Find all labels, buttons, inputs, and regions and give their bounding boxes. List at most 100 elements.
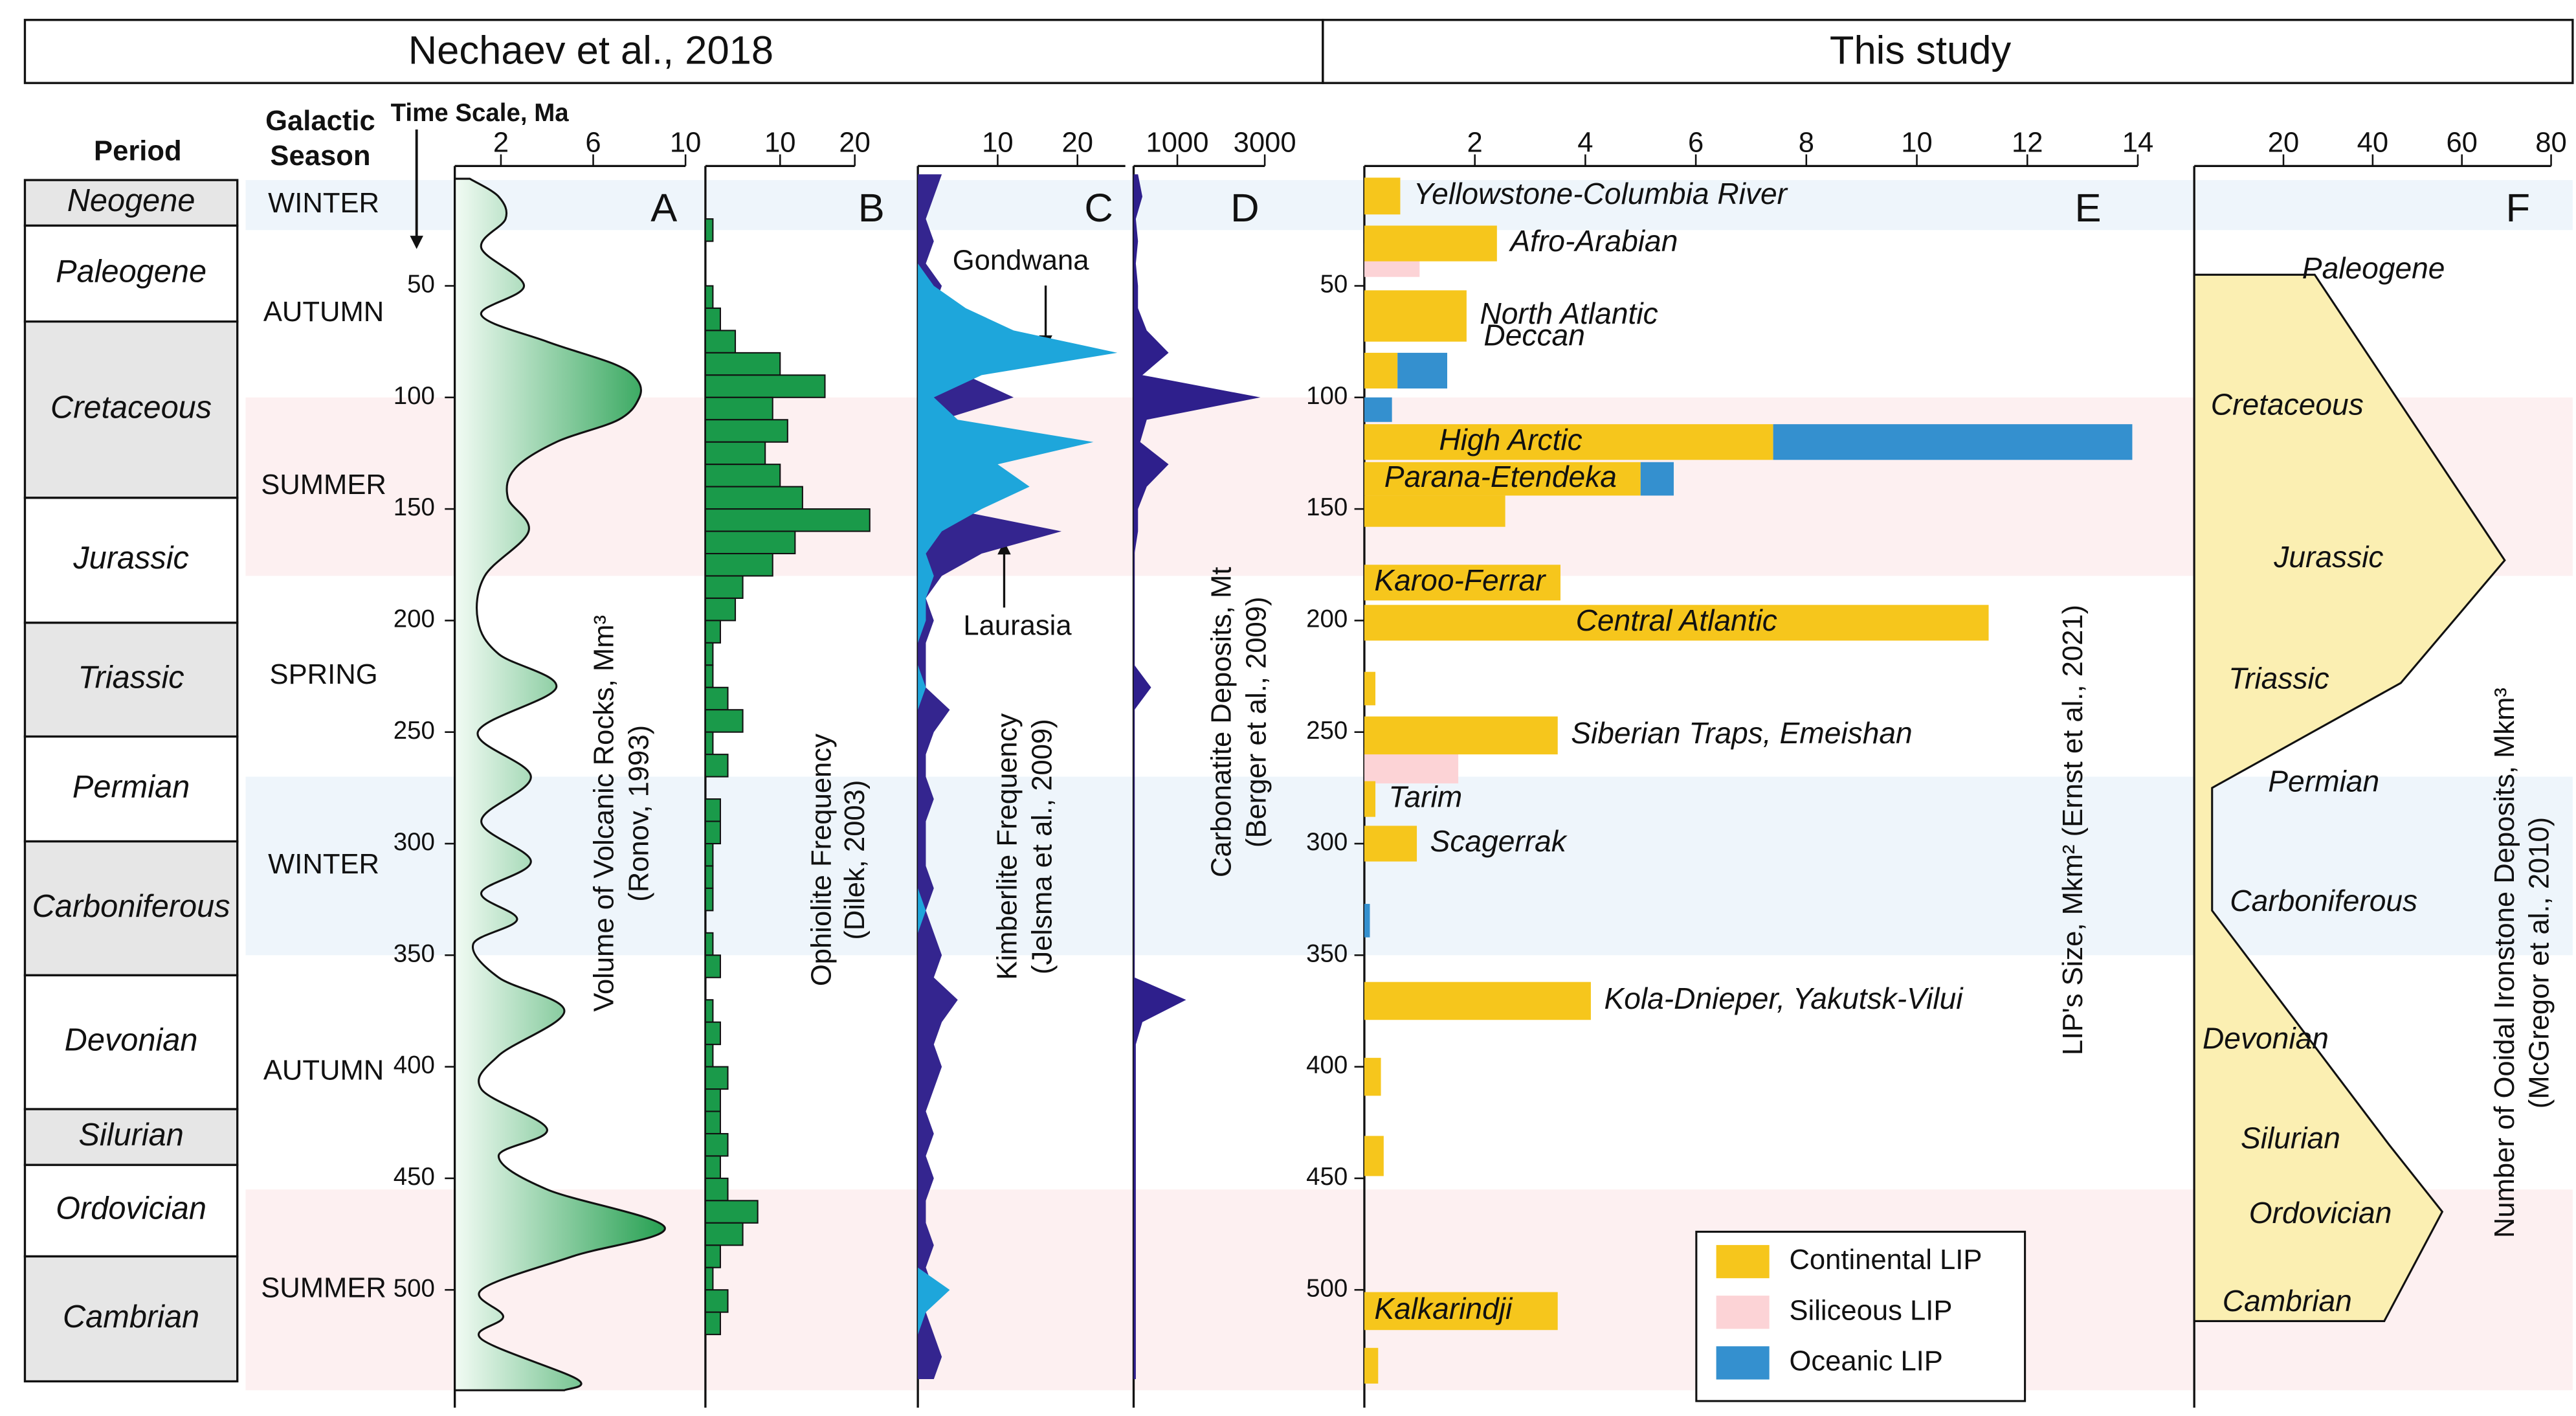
period-annotation: Ordovician [2249, 1196, 2392, 1230]
histogram-bar [704, 1132, 729, 1157]
period-box [23, 622, 239, 738]
histogram-bar [704, 865, 714, 889]
histogram-bar [704, 441, 766, 466]
y-tick-label: 350 [1306, 939, 1348, 967]
bar-segment [1364, 397, 1392, 422]
panels: WINTER AUTUMN SUMMER SPRING WINTER AUTUMN SUMM… [23, 128, 2567, 1408]
x-tick-label: 20 [2268, 128, 2299, 159]
x-tick-label: 10 [982, 128, 1013, 159]
bar-segment [1640, 462, 1674, 496]
histogram-bar [704, 1110, 721, 1134]
y-tick-label: 300 [394, 828, 435, 856]
panel-letter: D [1230, 186, 1259, 230]
period-annotation: Silurian [2241, 1121, 2340, 1155]
histogram-bar [704, 352, 781, 376]
bar-label: Central Atlantic [1576, 603, 1777, 637]
period-annotation: Triassic [2228, 661, 2329, 695]
period-box [23, 224, 239, 323]
y-tick-label: 100 [394, 382, 435, 410]
bar-segment [1364, 605, 1989, 641]
bar-segment [1364, 177, 1401, 215]
period-annotation: Carboniferous [2230, 884, 2417, 917]
bar-label: Siberian Traps, Emeishan [1571, 716, 1913, 750]
panel-letter: E [2075, 186, 2102, 230]
histogram-bar [704, 218, 714, 242]
bar-label: High Arctic [1439, 423, 1582, 456]
bar-segment [1364, 1347, 1379, 1384]
time-axis-title: Time Scale, Ma [391, 99, 570, 127]
period-annotation: Cambrian [2223, 1284, 2352, 1318]
bar-label: Kola-Dnieper, Yakutsk-Vilui [1604, 982, 1964, 1015]
y-tick-label: 300 [1306, 828, 1348, 856]
axis-title: (Ronov, 1993) [623, 725, 654, 902]
x-tick-label: 10 [670, 128, 701, 159]
x-tick-label: 20 [1061, 128, 1093, 159]
period-box [23, 974, 239, 1110]
axis-title: Kimberlite Frequency [992, 714, 1023, 980]
y-tick-label: 50 [1320, 271, 1348, 298]
period-box [23, 1163, 239, 1258]
period-annotation: Jurassic [2273, 540, 2383, 574]
histogram-bar [704, 1289, 729, 1313]
period-label: Cambrian [63, 1299, 199, 1334]
panel: 20 40 60 80F Number of Ooidal Ironstone Depo… [2193, 128, 2567, 1408]
y-tick-label: 100 [1306, 382, 1348, 410]
bar-segment [1364, 290, 1467, 342]
period-label: Silurian [78, 1118, 183, 1152]
period-box [23, 497, 239, 624]
period-annotation: Paleogene [2302, 251, 2445, 285]
period-label: Carboniferous [32, 889, 230, 924]
legend-swatch [1716, 1346, 1770, 1380]
period-box [23, 320, 239, 499]
x-tick-label: 2 [493, 128, 509, 159]
y-tick-label: 200 [394, 605, 435, 633]
bar-label: Tarim [1389, 780, 1463, 813]
histogram-bar [704, 1222, 744, 1246]
histogram-bar [704, 1311, 721, 1336]
histogram-bar [704, 307, 721, 332]
y-tick-label: 450 [394, 1163, 435, 1191]
season-label: SUMMER [261, 1273, 386, 1304]
histogram-bar [704, 709, 744, 733]
season-label: AUTUMN [263, 297, 384, 328]
axis-title: (McGregor et al., 2010) [2524, 817, 2555, 1108]
histogram-bar [704, 1266, 714, 1291]
histogram-bar [704, 530, 796, 555]
bar-segment [1364, 1057, 1381, 1096]
y-tick-label: 450 [1306, 1163, 1348, 1191]
bar-segment [1364, 826, 1417, 862]
histogram-bar [704, 954, 721, 978]
bar-segment [1364, 781, 1376, 817]
panel: 10 20 B Ophiolite Frequency (Dilek, 2003) [704, 128, 885, 1408]
histogram-bar [704, 575, 744, 599]
histogram-bar [704, 887, 714, 912]
bar-segment [1364, 565, 1560, 601]
y-tick-label: 350 [394, 939, 435, 967]
y-tick-label: 400 [1306, 1051, 1348, 1079]
panel-letter: A [650, 186, 677, 230]
period-label: Ordovician [56, 1191, 206, 1226]
y-tick-label: 400 [394, 1051, 435, 1079]
x-tick-label: 6 [1688, 128, 1704, 159]
histogram-bar [704, 754, 729, 778]
histogram-bar [704, 1200, 759, 1224]
season-label: SPRING [270, 659, 378, 690]
histogram-bar [704, 330, 737, 354]
bar-segment [1364, 1292, 1558, 1331]
bar-segment [1397, 352, 1448, 389]
histogram-bar [704, 597, 737, 622]
axis-title: (Berger et al., 2009) [1241, 597, 1272, 848]
period-label: Cretaceous [50, 390, 212, 425]
period-annotation: Cretaceous [2211, 387, 2364, 421]
histogram-bar [704, 285, 714, 309]
axis-title: LIP's Size, Mkm² (Ernst et al., 2021) [2058, 605, 2089, 1055]
period-box [23, 1255, 239, 1383]
y-tick-label: 150 [1306, 493, 1348, 521]
x-tick-label: 80 [2535, 128, 2566, 159]
bar-segment [1364, 1136, 1384, 1176]
x-tick-label: 14 [2122, 128, 2153, 159]
y-tick-label: 500 [1306, 1274, 1348, 1302]
annotation: Gondwana [953, 245, 1090, 276]
axis-title: Number of Ooidal Ironstone Deposits, Mkm… [2489, 688, 2520, 1238]
